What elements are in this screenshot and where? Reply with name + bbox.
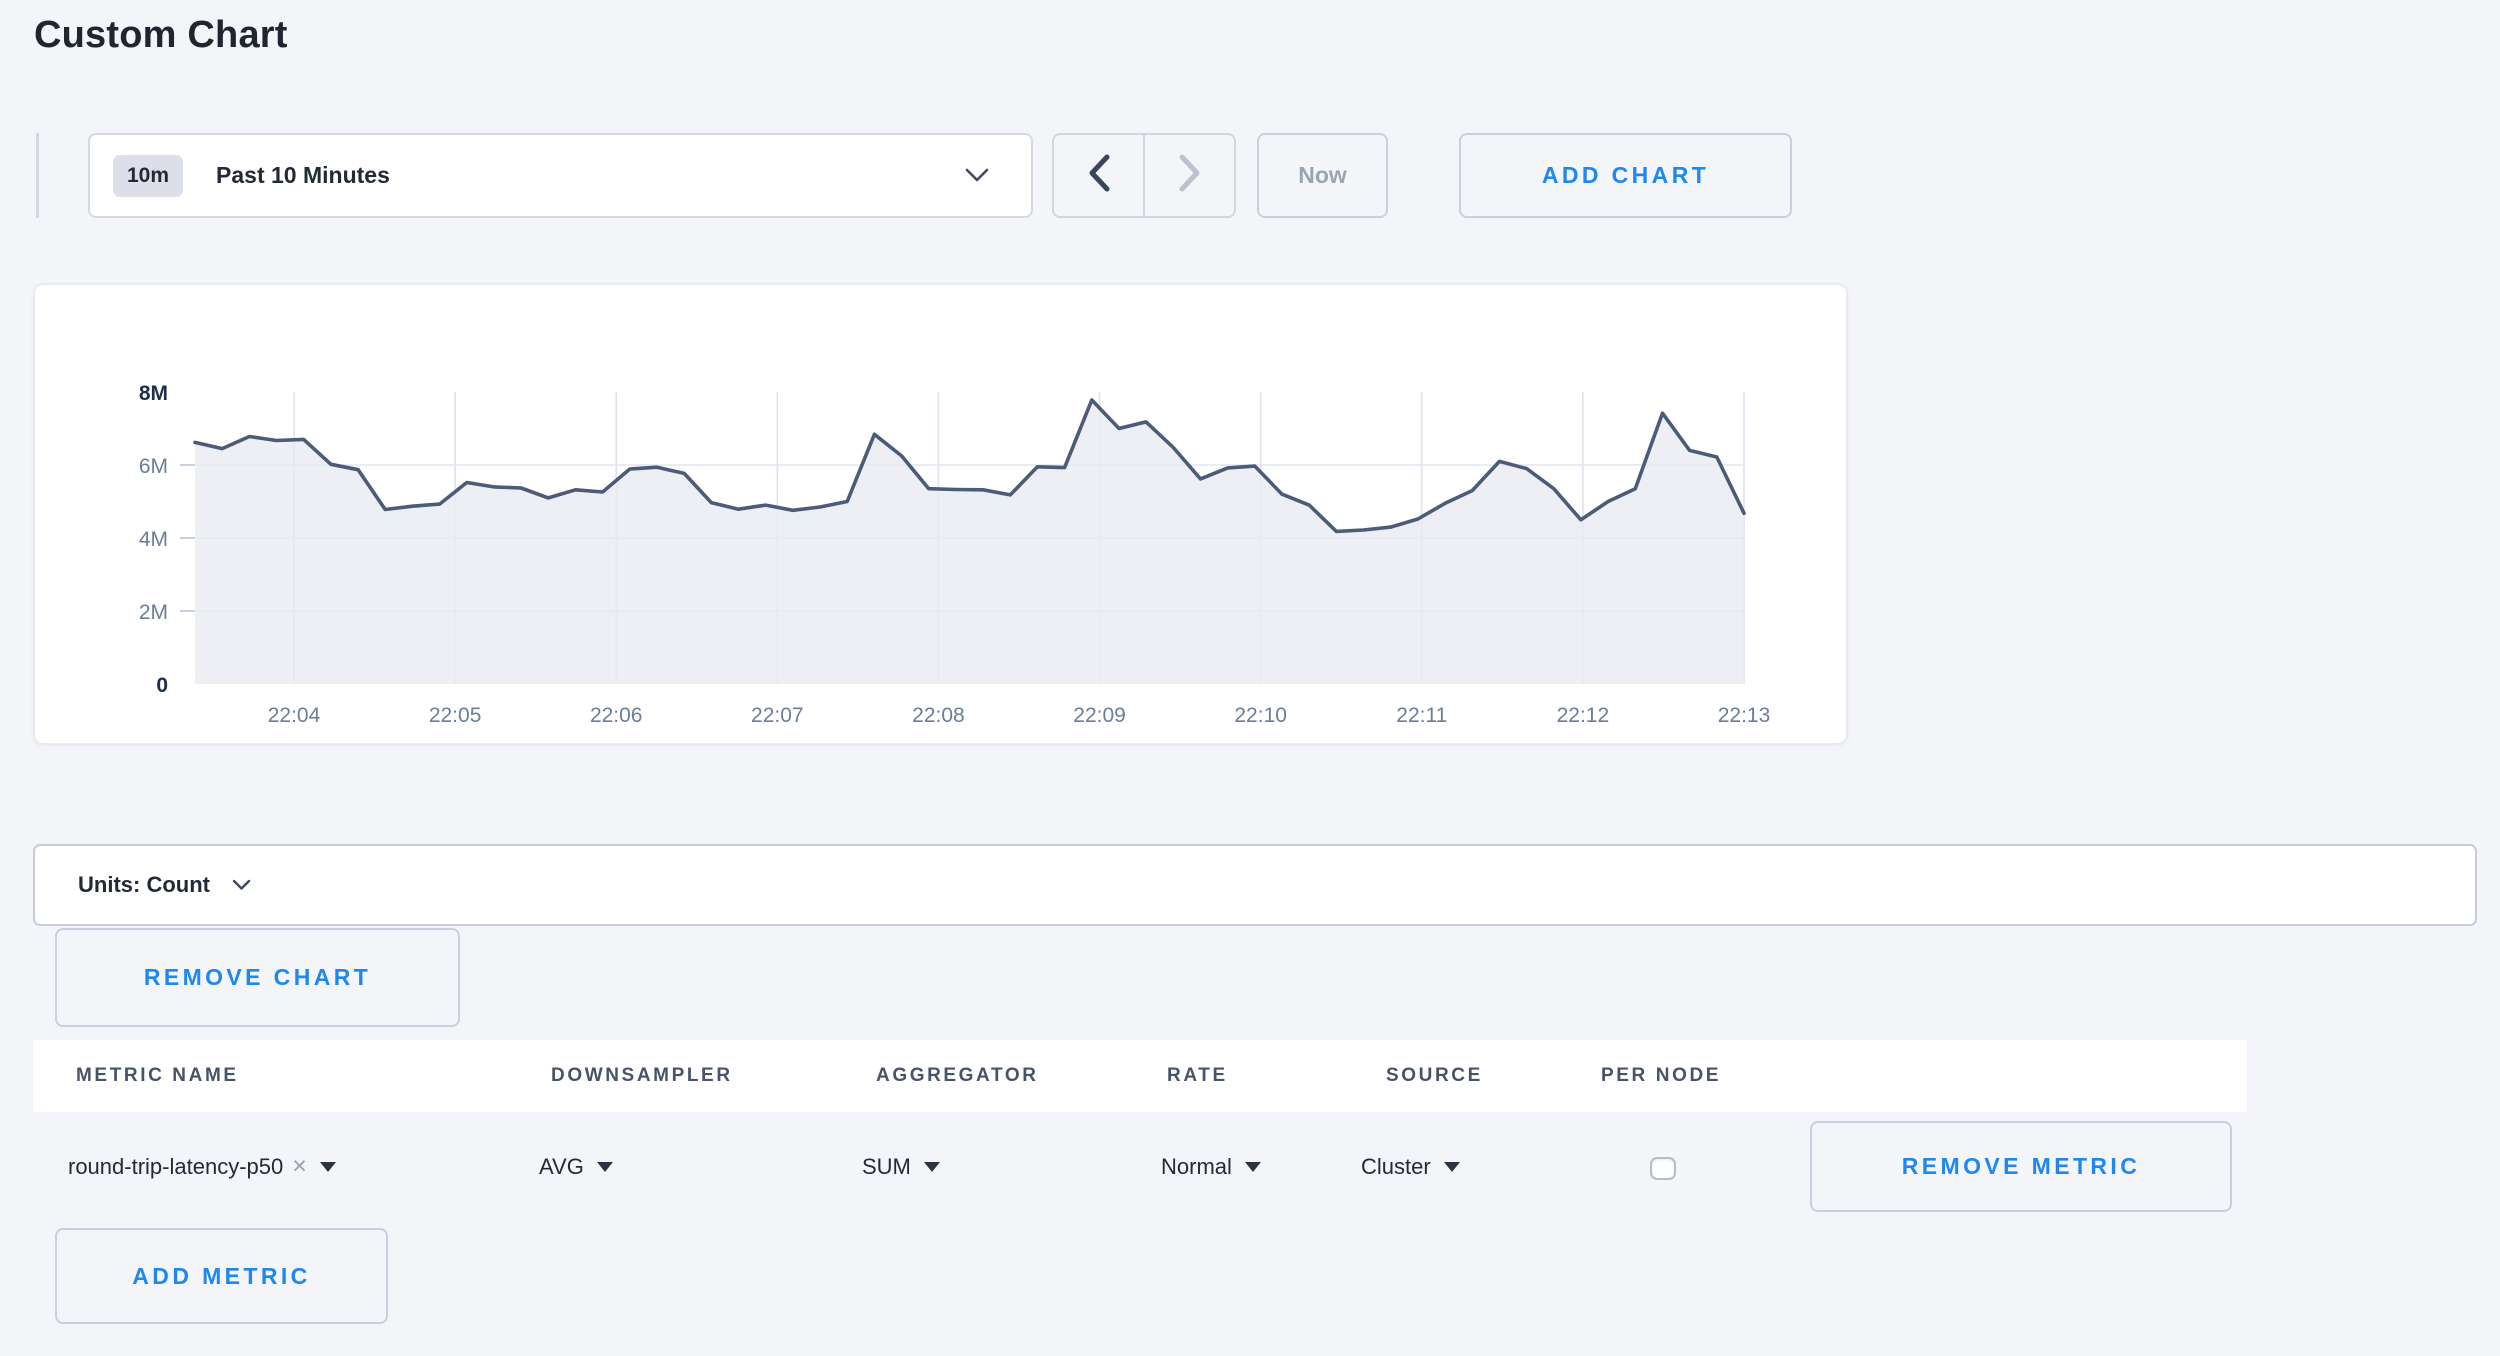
next-time-button[interactable]: [1143, 135, 1234, 216]
x-tick-label: 22:04: [268, 704, 321, 727]
x-tick-label: 22:06: [590, 704, 643, 727]
rate-value: Normal: [1161, 1153, 1232, 1179]
column-header-rate: RATE: [1167, 1065, 1228, 1086]
prev-time-button[interactable]: [1054, 135, 1143, 216]
rate-dropdown[interactable]: Normal: [1161, 1121, 1261, 1212]
column-header-metric-name: METRIC NAME: [76, 1065, 239, 1086]
caret-down-icon: [1443, 1161, 1460, 1172]
x-tick-label: 22:10: [1234, 704, 1287, 727]
y-tick-label: 0: [156, 674, 168, 697]
x-tick-label: 22:05: [429, 704, 482, 727]
units-label: Units: Count: [78, 872, 210, 897]
x-tick-label: 22:13: [1718, 704, 1771, 727]
toolbar-divider: [36, 133, 39, 218]
column-header-aggregator: AGGREGATOR: [876, 1065, 1039, 1086]
metrics-table-header: METRIC NAME DOWNSAMPLER AGGREGATOR RATE …: [33, 1040, 2247, 1112]
downsampler-value: AVG: [539, 1153, 584, 1179]
toolbar: 10m Past 10 Minutes Now ADD CHART: [36, 133, 1792, 218]
metric-row: round-trip-latency-p50 × AVG SUM Normal …: [33, 1121, 2467, 1212]
series-area: [195, 400, 1744, 684]
y-tick-label: 6M: [139, 455, 168, 478]
chevron-left-icon: [1087, 154, 1111, 197]
close-x-icon[interactable]: ×: [292, 1152, 307, 1180]
column-header-per-node: PER NODE: [1601, 1065, 1722, 1086]
add-metric-button[interactable]: ADD METRIC: [55, 1228, 388, 1324]
per-node-checkbox[interactable]: [1650, 1157, 1676, 1180]
caret-down-icon: [1244, 1161, 1261, 1172]
page-title: Custom Chart: [34, 14, 288, 56]
time-step-buttons: [1052, 133, 1236, 218]
x-tick-label: 22:08: [912, 704, 965, 727]
time-range-select[interactable]: 10m Past 10 Minutes: [88, 133, 1033, 218]
chevron-down-icon: [232, 879, 251, 891]
chevron-right-icon: [1178, 154, 1202, 197]
caret-down-icon: [596, 1161, 613, 1172]
timeseries-chart[interactable]: 22:04 22:05 22:06 22:07 22:08 22:09 22:10 22:11…: [35, 285, 1850, 747]
remove-chart-button[interactable]: REMOVE CHART: [55, 928, 460, 1027]
x-tick-label: 22:07: [751, 704, 804, 727]
time-range-label: Past 10 Minutes: [216, 162, 390, 188]
remove-metric-button[interactable]: REMOVE METRIC: [1810, 1121, 2232, 1212]
x-tick-label: 22:12: [1557, 704, 1610, 727]
chart-card: 22:04 22:05 22:06 22:07 22:08 22:09 22:10 22:11…: [33, 283, 1848, 745]
y-tick-label: 8M: [139, 382, 168, 405]
now-button[interactable]: Now: [1257, 133, 1388, 218]
y-tick-label: 4M: [139, 528, 168, 551]
y-tick-label: 2M: [139, 601, 168, 624]
aggregator-dropdown[interactable]: SUM: [862, 1121, 940, 1212]
x-tick-label: 22:09: [1073, 704, 1126, 727]
source-value: Cluster: [1361, 1153, 1431, 1179]
source-dropdown[interactable]: Cluster: [1361, 1121, 1460, 1212]
caret-down-icon: [923, 1161, 940, 1172]
metric-name-value: round-trip-latency-p50: [68, 1153, 284, 1179]
metric-name-dropdown[interactable]: round-trip-latency-p50 ×: [68, 1121, 336, 1212]
units-dropdown[interactable]: Units: Count: [33, 844, 2477, 926]
aggregator-value: SUM: [862, 1153, 911, 1179]
x-tick-label: 22:11: [1396, 704, 1447, 727]
column-header-downsampler: DOWNSAMPLER: [551, 1065, 733, 1086]
column-header-source: SOURCE: [1386, 1065, 1483, 1086]
caret-down-icon: [319, 1161, 336, 1172]
time-range-badge: 10m: [113, 154, 184, 197]
downsampler-dropdown[interactable]: AVG: [539, 1121, 613, 1212]
chevron-down-icon: [965, 168, 989, 183]
add-chart-button[interactable]: ADD CHART: [1459, 133, 1792, 218]
series-line: [193, 398, 1746, 534]
